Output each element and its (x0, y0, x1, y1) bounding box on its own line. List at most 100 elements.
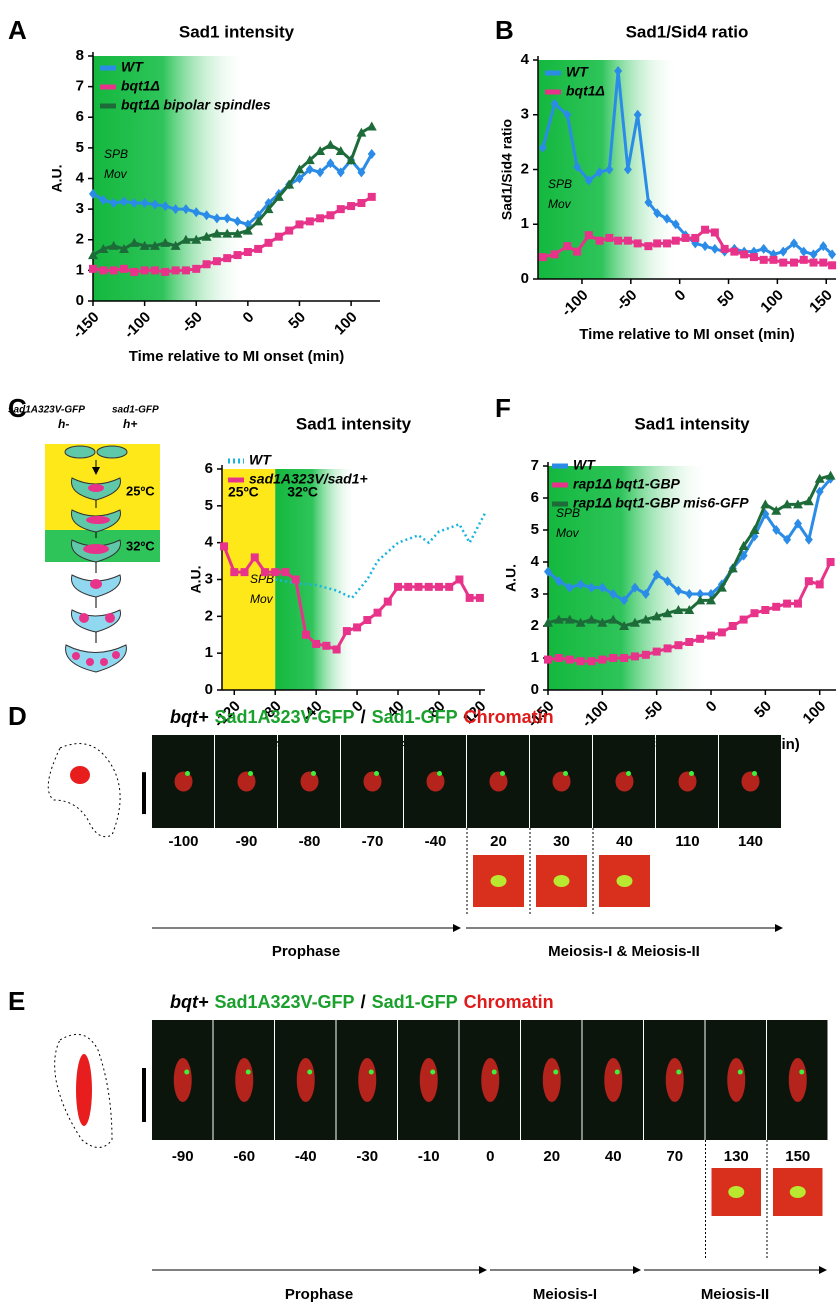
strain-label: sad1A323V-GFP (8, 405, 85, 416)
spb-signal (689, 771, 694, 776)
chromatin-signal (481, 1058, 500, 1102)
chromatin-signal (296, 1058, 315, 1102)
x-tick-label: -50 (179, 309, 206, 336)
title-part: bqt+ (170, 707, 209, 727)
time-label: 70 (666, 1148, 683, 1165)
cell (64, 445, 96, 459)
point (336, 167, 345, 178)
legend-label: WT (249, 452, 272, 468)
point (695, 595, 706, 605)
title-part: / (361, 992, 366, 1012)
point (809, 249, 818, 260)
scale-bar (142, 772, 146, 815)
title-part: Sad1A323V-GFP (215, 992, 355, 1012)
point (728, 622, 737, 630)
point (284, 179, 295, 189)
point (782, 499, 793, 509)
point (181, 204, 190, 215)
y-tick-label: 6 (76, 108, 84, 125)
time-label: 20 (490, 833, 507, 850)
nucleus (79, 613, 89, 623)
point (565, 655, 574, 664)
point (803, 496, 814, 506)
point (608, 614, 619, 624)
point (325, 139, 336, 149)
point (809, 258, 818, 267)
mating-label: h- (58, 417, 69, 431)
point (662, 608, 673, 618)
point (629, 617, 640, 627)
inset-spb (490, 875, 507, 887)
panel-letter: C (8, 393, 27, 423)
point (783, 534, 792, 545)
time-label: 40 (616, 833, 633, 850)
phase-label: Meiosis-I (533, 1286, 597, 1303)
band-label: 25ºC (228, 484, 259, 500)
point (291, 575, 300, 584)
panel-letter: A (8, 15, 27, 45)
point (674, 641, 683, 650)
x-tick-label: 150 (806, 287, 836, 317)
spb-signal (799, 1069, 805, 1075)
chromatin-signal (489, 771, 508, 792)
point (633, 109, 642, 120)
point (789, 238, 798, 249)
point (825, 470, 836, 480)
inset-spb (616, 875, 633, 887)
series-line (92, 153, 374, 227)
point (346, 155, 357, 165)
point (641, 650, 650, 659)
time-label: 130 (724, 1148, 749, 1165)
point (191, 234, 202, 244)
point (614, 236, 623, 245)
annotation: Mov (556, 526, 580, 540)
time-label: -70 (362, 833, 384, 850)
point (653, 208, 662, 219)
point (783, 599, 792, 608)
point (99, 194, 108, 205)
time-label: -90 (172, 1148, 194, 1165)
title-part: Sad1A323V-GFP (215, 707, 355, 727)
time-label: -100 (168, 833, 198, 850)
point (544, 566, 552, 577)
spb-signal (185, 771, 190, 776)
point (109, 266, 118, 275)
point (242, 225, 253, 235)
point (759, 255, 768, 264)
x-tick-label: 0 (240, 309, 258, 327)
nucleus (86, 516, 110, 524)
mating-label: h+ (123, 417, 137, 431)
chromatin-signal (300, 771, 319, 792)
point (644, 242, 653, 251)
point (260, 568, 269, 577)
point (749, 525, 760, 534)
chromatin-signal (665, 1058, 684, 1102)
nucleus (86, 658, 94, 666)
point (619, 621, 630, 630)
point (717, 628, 726, 637)
point (316, 167, 325, 178)
point (605, 164, 614, 175)
point (701, 241, 710, 252)
point (109, 198, 118, 208)
point (223, 254, 232, 263)
chromatin-signal (542, 1058, 561, 1102)
nucleus (90, 579, 102, 589)
cell (65, 644, 127, 673)
point (749, 253, 758, 262)
point (161, 201, 170, 212)
point (804, 577, 813, 586)
point (538, 253, 547, 262)
legend-label: rap1Δ bqt1-GBP (573, 476, 681, 492)
point (202, 210, 211, 221)
point (192, 207, 201, 218)
point (779, 246, 788, 257)
point (139, 240, 150, 250)
nucleus (83, 544, 109, 554)
chromatin-signal (552, 771, 571, 792)
panel-title: bqt+ Sad1A323V-GFP / Sad1-GFP Chromatin (170, 992, 554, 1012)
point (663, 644, 672, 653)
point (739, 615, 748, 624)
point (130, 198, 139, 208)
point (609, 654, 618, 662)
